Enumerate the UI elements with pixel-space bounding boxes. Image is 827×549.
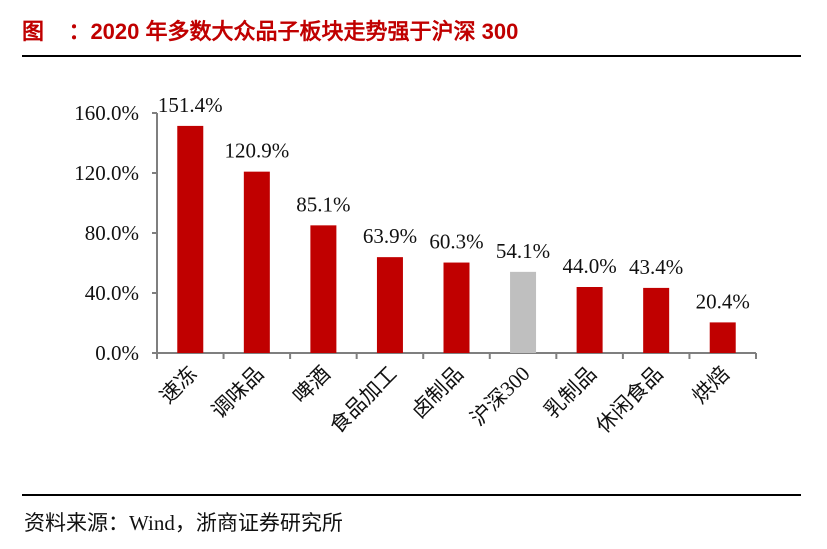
source-divider <box>22 494 801 496</box>
value-label: 85.1% <box>296 192 350 216</box>
category-label: 烘焙 <box>688 362 735 409</box>
value-label: 43.4% <box>629 255 683 279</box>
y-tick-label: 80.0% <box>85 221 139 245</box>
value-label: 63.9% <box>363 224 417 248</box>
category-label: 速冻 <box>155 362 202 409</box>
category-label: 卤制品 <box>407 362 469 424</box>
bar <box>709 322 736 353</box>
bar-series <box>177 125 736 354</box>
bar <box>376 257 403 353</box>
bar <box>643 287 670 353</box>
value-label: 20.4% <box>696 289 750 313</box>
category-label: 啤酒 <box>288 362 335 409</box>
value-label: 151.4% <box>158 93 223 117</box>
y-tick-label: 40.0% <box>85 281 139 305</box>
source-note: 资料来源：Wind，浙商证券研究所 <box>24 511 343 535</box>
category-label: 食品加工 <box>325 362 401 438</box>
bar <box>443 262 470 353</box>
category-label: 乳制品 <box>540 362 602 424</box>
y-axis: 0.0% 40.0% 80.0% 120.0% 160.0% <box>74 101 158 365</box>
bar <box>576 287 603 353</box>
value-labels: 151.4%120.9% 85.1% 63.9% 60.3% 54.1% 44.0% 43.… <box>158 93 750 313</box>
bar <box>243 171 270 353</box>
x-axis <box>156 352 757 359</box>
value-label: 54.1% <box>496 239 550 263</box>
bar <box>310 225 337 353</box>
value-label: 44.0% <box>562 254 616 278</box>
y-tick-label: 160.0% <box>74 101 139 125</box>
bar <box>510 271 537 353</box>
figure-title: 图 ：2020 年多数大众品子板块走势强于沪深 300 <box>22 19 519 44</box>
title-divider <box>22 55 801 57</box>
bar <box>177 125 204 354</box>
category-label: 沪深300 <box>466 362 535 431</box>
value-label: 60.3% <box>429 230 483 254</box>
value-label: 120.9% <box>224 139 289 163</box>
category-label: 调味品 <box>207 362 269 424</box>
y-tick-label: 0.0% <box>95 341 139 365</box>
y-tick-label: 120.0% <box>74 161 139 185</box>
category-label: 休闲食品 <box>591 362 667 438</box>
